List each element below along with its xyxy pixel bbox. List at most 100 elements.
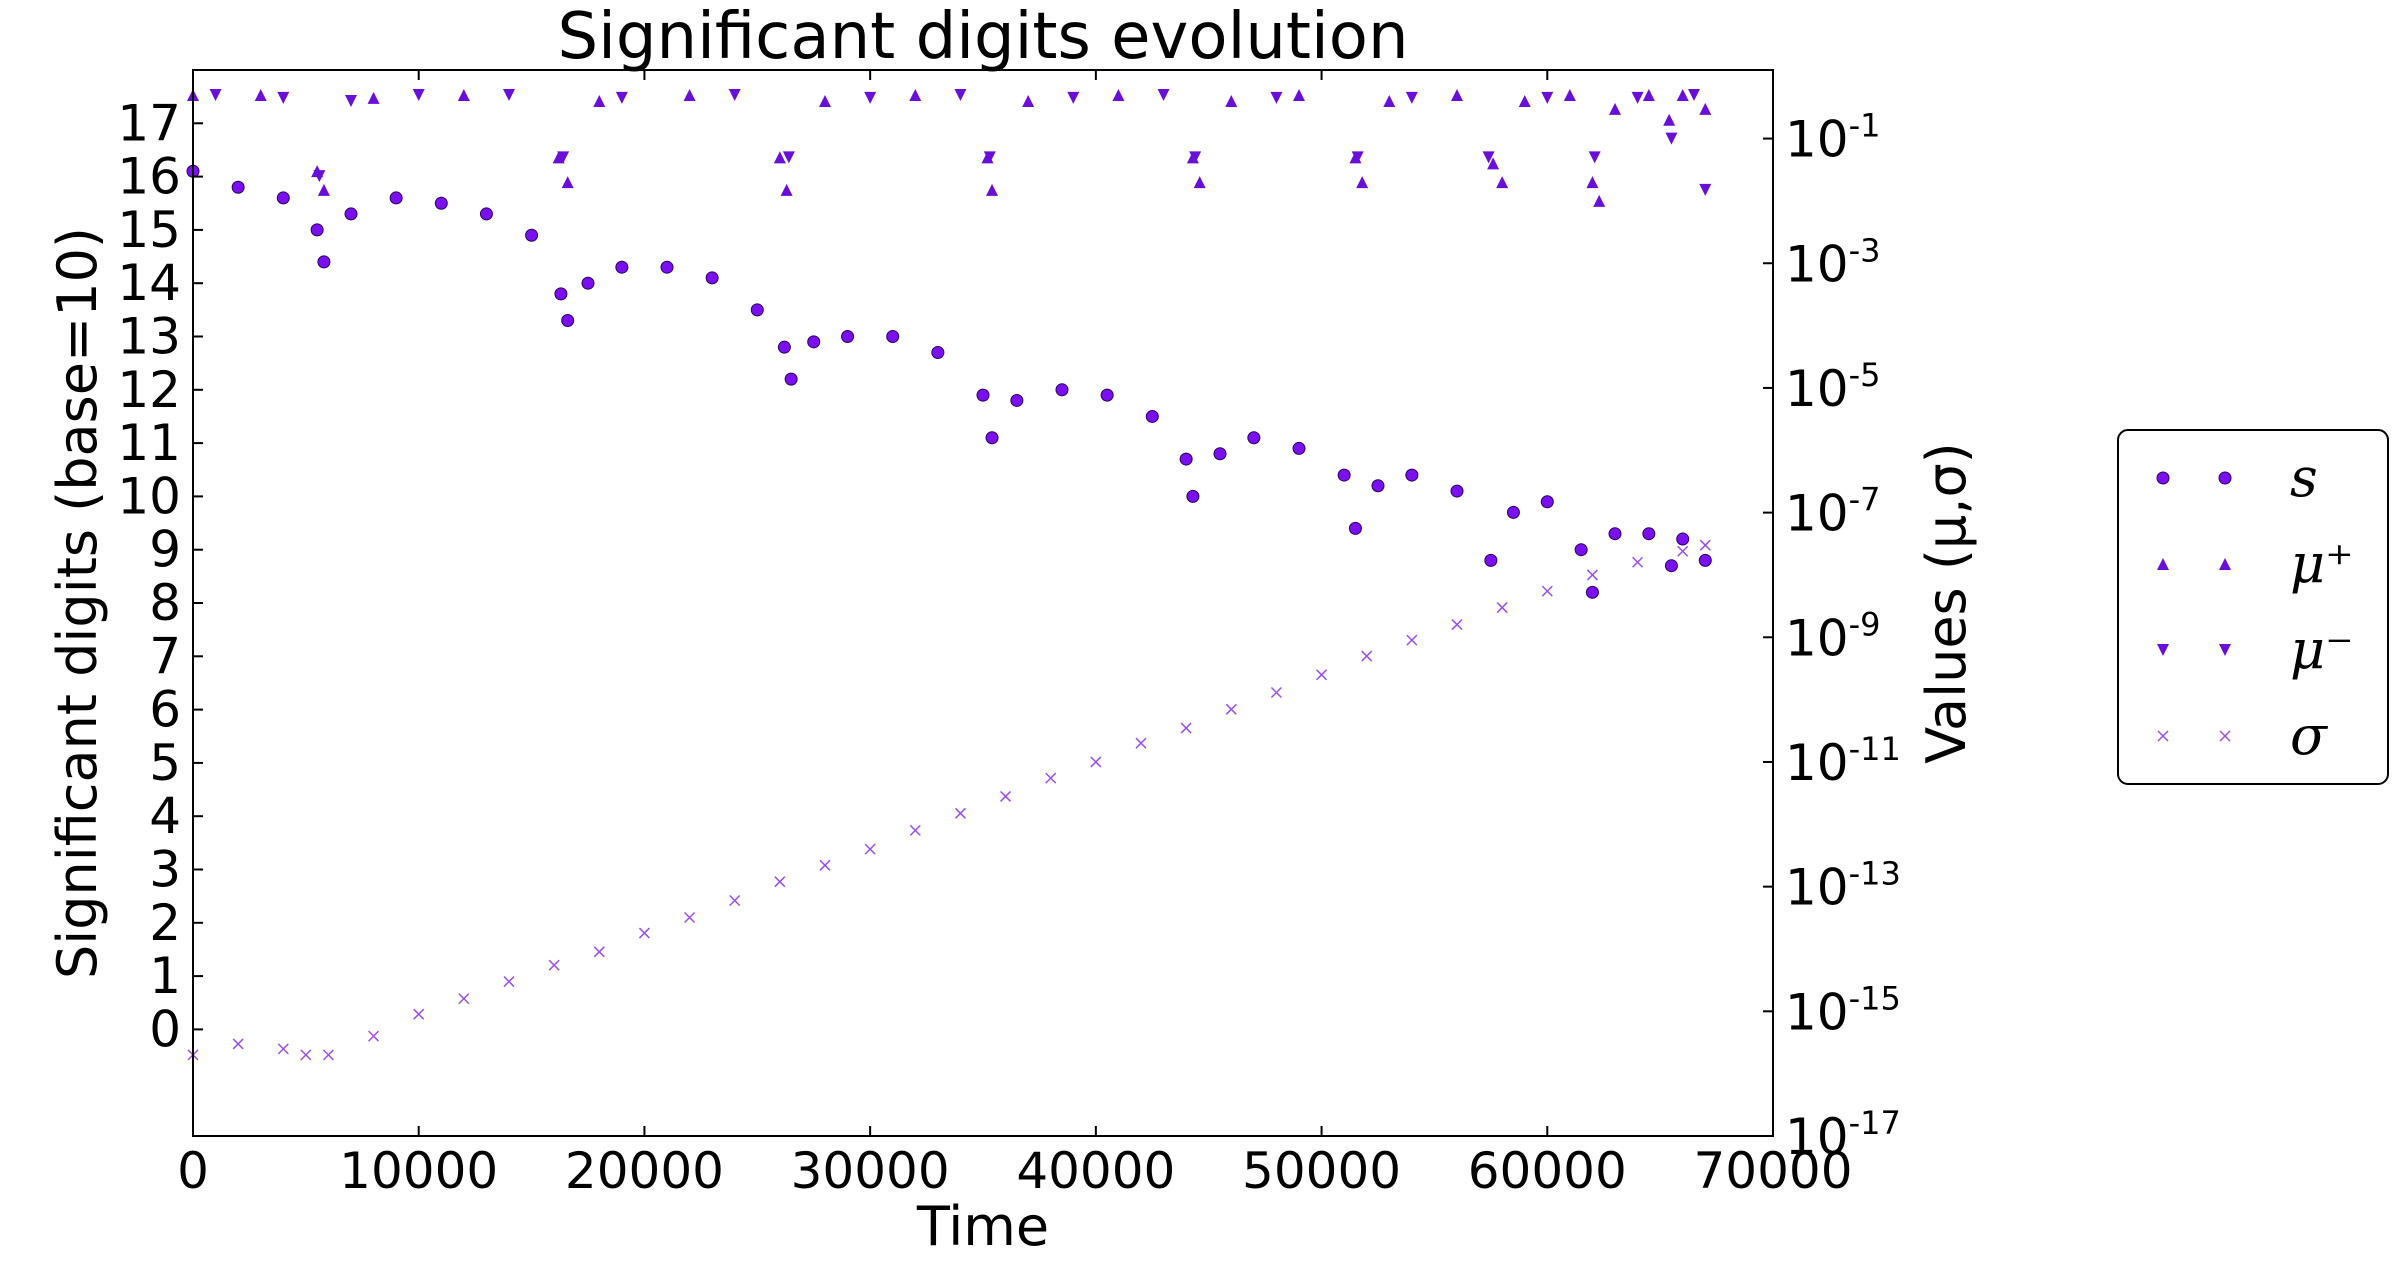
data-point-circle <box>310 223 324 237</box>
x-tick-label: 40000 <box>1016 1142 1175 1200</box>
right-y-tick-label: 10-5 <box>1785 356 1881 418</box>
data-point-circle <box>344 207 358 221</box>
data-point-circle <box>750 303 764 317</box>
data-point-x <box>729 894 741 907</box>
x-tick-label: 70000 <box>1693 1142 1852 1200</box>
legend-marker-triangle-down <box>2219 644 2231 656</box>
data-point-triangle-down <box>1631 91 1644 104</box>
data-point-x <box>413 1008 425 1020</box>
left-y-tick-label: 9 <box>149 521 181 579</box>
left-y-tick-label: 8 <box>149 574 181 632</box>
plot-frame <box>192 69 1774 1137</box>
left-y-tick-label: 17 <box>117 94 181 152</box>
data-point-circle <box>1540 495 1554 509</box>
data-point-circle <box>784 372 798 386</box>
data-point-x <box>684 911 696 924</box>
data-point-triangle-up <box>909 88 922 101</box>
data-point-circle <box>807 335 821 349</box>
data-point-triangle-up <box>1293 88 1305 101</box>
data-point-circle <box>1179 452 1193 466</box>
left-y-tick-label: 6 <box>149 681 181 739</box>
data-point-circle <box>705 271 719 285</box>
data-point-triangle-down <box>1482 151 1495 164</box>
legend-marker-circle <box>2156 471 2170 485</box>
data-point-circle <box>1450 484 1464 498</box>
data-point-triangle-up <box>773 151 786 164</box>
data-point-triangle-down <box>1270 91 1283 104</box>
left-y-tick-label: 13 <box>117 308 181 366</box>
data-point-circle <box>777 340 791 354</box>
data-point-x <box>1270 686 1282 699</box>
data-point-x <box>503 976 515 988</box>
data-point-circle <box>1484 553 1498 567</box>
x-axis-label: Time <box>916 1195 1049 1258</box>
left-y-tick-label: 10 <box>117 467 181 525</box>
legend-label: μ⁻ <box>2290 618 2354 681</box>
data-point-triangle-up <box>552 151 565 164</box>
data-point-triangle-up <box>1563 88 1576 101</box>
data-point-triangle-up <box>1676 88 1689 101</box>
data-point-x <box>774 876 786 888</box>
data-point-triangle-up <box>1586 176 1599 189</box>
legend-entry: σ <box>2157 704 2329 767</box>
data-point-circle <box>976 388 990 402</box>
data-point-x <box>638 927 650 939</box>
data-point-circle <box>1371 479 1385 493</box>
left-y-tick-label: 1 <box>149 947 181 1005</box>
data-point-x <box>1045 772 1057 784</box>
data-point-circle <box>985 431 999 445</box>
data-point-triangle-up <box>1225 95 1238 108</box>
legend-label: s <box>2290 446 2318 509</box>
left-y-tick-label: 7 <box>149 627 181 685</box>
data-point-circle <box>317 255 331 269</box>
data-point-triangle-up <box>593 95 606 108</box>
right-y-axis: 10-1 10-3 10-5 10-7 10-9 10-11 10-13 10-15 10-17 <box>1763 107 1901 1166</box>
data-point-triangle-down <box>277 91 290 104</box>
data-point-x <box>1632 556 1644 568</box>
data-point-triangle-up <box>1451 88 1463 101</box>
x-tick-label: 60000 <box>1468 1142 1627 1200</box>
x-tick-label: 30000 <box>791 1142 950 1200</box>
right-y-tick-label: 10-9 <box>1785 605 1881 667</box>
data-point-triangle-up <box>1642 88 1655 101</box>
data-point-triangle-up <box>1496 176 1509 189</box>
data-point-circle <box>1247 431 1261 445</box>
data-point-triangle-down <box>615 91 628 104</box>
data-point-circle <box>1186 489 1200 503</box>
legend-marker-circle <box>2218 471 2232 485</box>
data-point-triangle-down <box>1588 151 1601 164</box>
data-point-x <box>1000 790 1012 802</box>
data-point-x <box>1316 669 1328 681</box>
data-point-triangle-down <box>782 151 795 164</box>
data-point-triangle-down <box>1189 151 1202 164</box>
data-point-triangle-down <box>557 151 570 164</box>
left-y-tick-label: 15 <box>117 201 181 259</box>
data-point-triangle-up <box>317 183 330 196</box>
data-point-x <box>368 1030 380 1042</box>
right-y-tick-label: 10-3 <box>1785 231 1881 293</box>
data-point-circle <box>1292 441 1306 455</box>
data-point-triangle-up <box>254 88 267 101</box>
data-point-triangle-up <box>1699 102 1712 115</box>
data-point-circle <box>1337 468 1351 482</box>
data-point-triangle-up <box>1663 113 1676 126</box>
data-point-circle <box>931 345 945 359</box>
data-point-triangle-up <box>1022 95 1035 108</box>
data-point-circle <box>1100 388 1114 402</box>
data-point-triangle-up <box>367 91 380 104</box>
data-point-triangle-down <box>983 151 996 164</box>
left-y-tick-label: 11 <box>117 414 181 472</box>
left-y-tick-label: 14 <box>117 254 181 312</box>
data-point-circle <box>525 228 539 242</box>
data-point-circle <box>1608 527 1622 541</box>
legend-box <box>2117 429 2389 785</box>
series-circle <box>186 164 1712 599</box>
data-point-triangle-up <box>819 95 831 108</box>
data-point-triangle-down <box>313 170 326 183</box>
data-point-triangle-down <box>1541 91 1554 104</box>
data-point-x <box>1090 756 1102 768</box>
data-point-circle <box>1010 393 1024 407</box>
data-point-x <box>1180 722 1192 734</box>
left-y-tick-label: 3 <box>149 841 181 899</box>
